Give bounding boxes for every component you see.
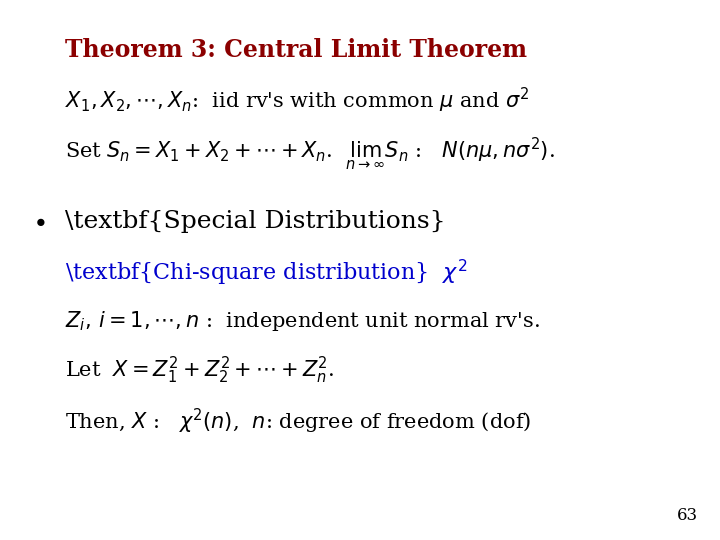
Text: 63: 63 <box>678 507 698 524</box>
Text: $Z_i,\, i = 1, \cdots, n$ :  independent unit normal rv's.: $Z_i,\, i = 1, \cdots, n$ : independent … <box>65 309 540 333</box>
Text: Then, $X$ :   $\chi^2(n)$,  $n$: degree of freedom (dof): Then, $X$ : $\chi^2(n)$, $n$: degree of … <box>65 407 531 436</box>
Text: \textbf{Special Distributions}: \textbf{Special Distributions} <box>65 210 446 233</box>
Text: \textbf{Chi-square distribution}  $\chi^2$: \textbf{Chi-square distribution} $\chi^2… <box>65 258 467 288</box>
Text: Set $S_n = X_1 + X_2 + \cdots + X_n$.  $\underset{n \to \infty}{\lim}S_n$ :   $N: Set $S_n = X_1 + X_2 + \cdots + X_n$. $\… <box>65 135 554 173</box>
Text: $X_1, X_2, \cdots, X_n$:  iid rv's with common $\mu$ and $\sigma^2$: $X_1, X_2, \cdots, X_n$: iid rv's with c… <box>65 85 529 114</box>
Text: Let  $X = Z_1^2 + Z_2^2 + \cdots + Z_n^2$.: Let $X = Z_1^2 + Z_2^2 + \cdots + Z_n^2$… <box>65 354 334 386</box>
Text: $\bullet$: $\bullet$ <box>32 210 46 233</box>
Text: Theorem 3: Central Limit Theorem: Theorem 3: Central Limit Theorem <box>65 38 527 62</box>
